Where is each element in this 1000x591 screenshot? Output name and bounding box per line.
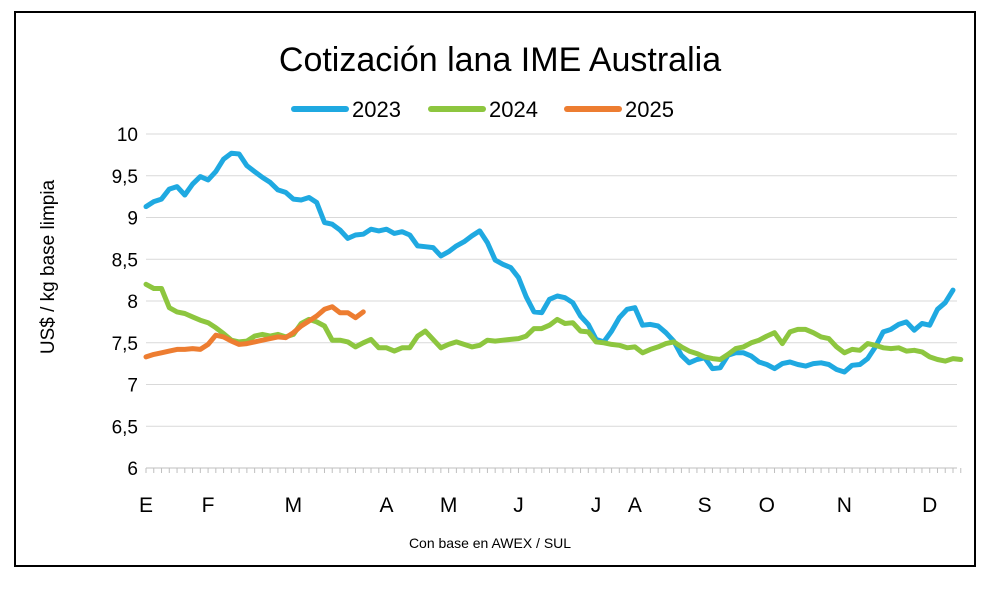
y-tick-label: 7 <box>127 376 138 397</box>
y-axis-ticks: 6 6,5 7 7,5 8 8,5 9 9,5 10 <box>112 125 138 480</box>
y-tick-label: 6,5 <box>112 417 138 438</box>
y-axis-label: US$ / kg base limpia <box>38 179 59 354</box>
y-tick-label: 9,5 <box>112 167 138 188</box>
x-axis-source-note: Con base en AWEX / SUL <box>409 535 571 551</box>
x-month-label: A <box>628 494 642 517</box>
gridlines <box>146 133 957 427</box>
legend-label-2023: 2023 <box>352 97 401 122</box>
y-tick-label: 6 <box>127 459 138 480</box>
x-month-label: E <box>139 494 153 517</box>
legend: 2023 2024 2025 <box>291 97 674 122</box>
x-month-label: N <box>837 494 852 517</box>
x-month-label: J <box>513 494 524 517</box>
y-tick-label: 8 <box>127 292 138 313</box>
series-line-2023 <box>143 150 956 375</box>
chart-canvas: Cotización lana IME Australia 2023 2024 20… <box>38 41 964 551</box>
y-tick-label: 7,5 <box>112 334 138 355</box>
x-month-label: D <box>922 494 937 517</box>
x-month-label: O <box>759 494 775 517</box>
x-month-label: F <box>202 494 215 517</box>
x-month-label: J <box>591 494 602 517</box>
x-month-label: A <box>380 494 394 517</box>
chart-title: Cotización lana IME Australia <box>279 41 721 79</box>
legend-label-2025: 2025 <box>625 97 674 122</box>
y-tick-label: 9 <box>127 209 138 230</box>
y-tick-label: 8,5 <box>112 250 138 271</box>
y-tick-label: 10 <box>117 125 138 146</box>
x-month-label: M <box>440 494 458 517</box>
series-lines <box>143 150 964 375</box>
legend-label-2024: 2024 <box>489 97 538 122</box>
chart-frame: Cotización lana IME Australia 2023 2024 20… <box>14 11 976 567</box>
x-month-label: S <box>698 494 712 517</box>
x-month-label: M <box>285 494 303 517</box>
series-line-2025 <box>143 304 366 360</box>
